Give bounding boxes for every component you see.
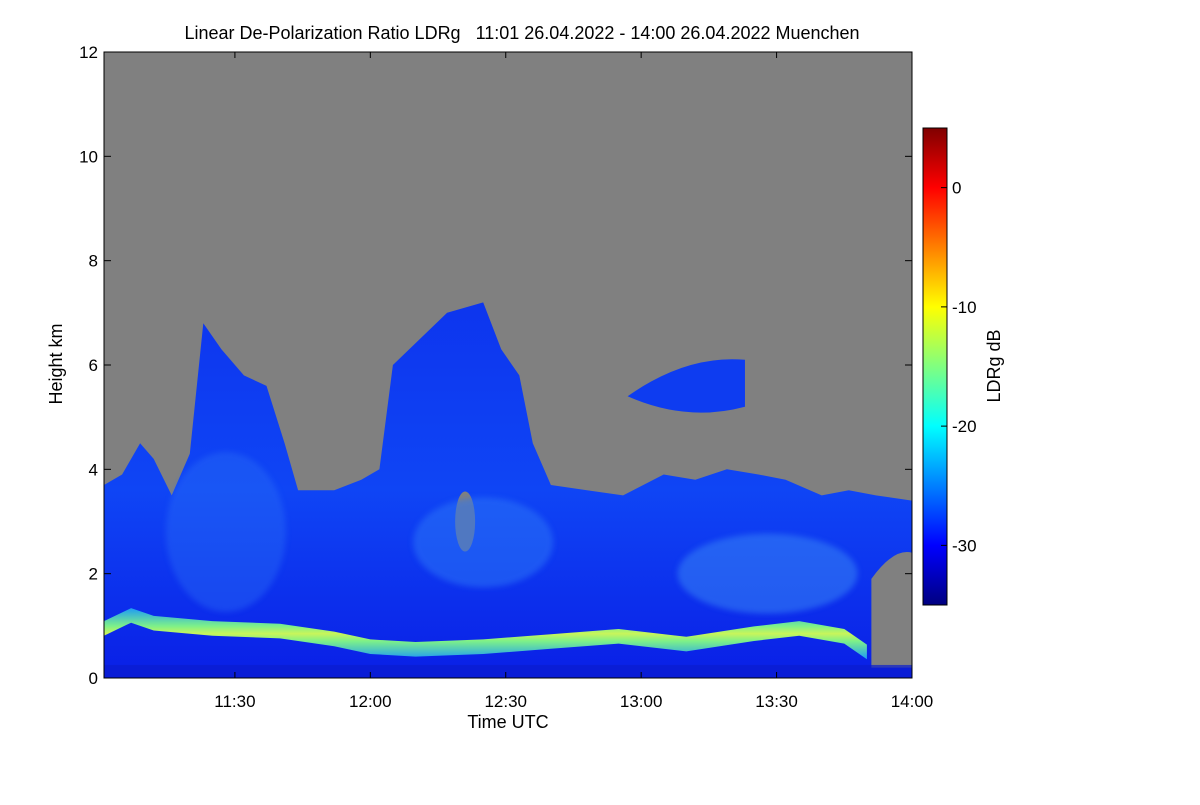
- y-tick-label: 8: [89, 252, 98, 271]
- y-tick-label: 6: [89, 356, 98, 375]
- colorbar-tick-label: -10: [952, 298, 977, 317]
- colorbar-tick-label: -30: [952, 536, 977, 555]
- y-axis-label: Height km: [46, 323, 66, 404]
- x-axis: 11:30 12:00 12:30 13:00 13:30 14:00: [214, 52, 933, 711]
- x-tick-label: 11:30: [214, 692, 255, 711]
- colorbar: [922, 127, 948, 606]
- no-data-gap-right: [871, 552, 912, 668]
- fall-streak-center: [413, 497, 554, 588]
- y-tick-label: 4: [89, 460, 98, 479]
- y-tick-label: 0: [89, 669, 98, 688]
- fall-streak-left: [165, 451, 286, 612]
- x-tick-label: 13:00: [620, 692, 663, 711]
- x-tick-label: 13:30: [755, 692, 798, 711]
- boundary-layer-band: [104, 608, 867, 660]
- x-tick-label: 14:00: [891, 692, 934, 711]
- x-axis-label: Time UTC: [467, 712, 548, 732]
- colorbar-tick-label: 0: [952, 179, 961, 198]
- surface-layer: [104, 664, 912, 678]
- plot-area: [104, 52, 912, 678]
- x-tick-label: 12:30: [484, 692, 527, 711]
- y-tick-label: 10: [79, 147, 98, 166]
- fall-streak-right: [677, 533, 858, 614]
- upper-cloud-patch: [627, 359, 745, 413]
- y-tick-label: 12: [79, 43, 98, 62]
- chart-title: Linear De-Polarization Ratio LDRg 11:01 …: [184, 23, 859, 43]
- colorbar-ticks: 0 -10 -20 -30: [941, 179, 977, 555]
- x-tick-label: 12:00: [349, 692, 392, 711]
- y-axis: 0 2 4 6 8 10 12: [79, 43, 912, 688]
- colorbar-label: LDRg dB: [984, 329, 1004, 402]
- colorbar-tick-label: -20: [952, 417, 977, 436]
- y-tick-label: 2: [89, 565, 98, 584]
